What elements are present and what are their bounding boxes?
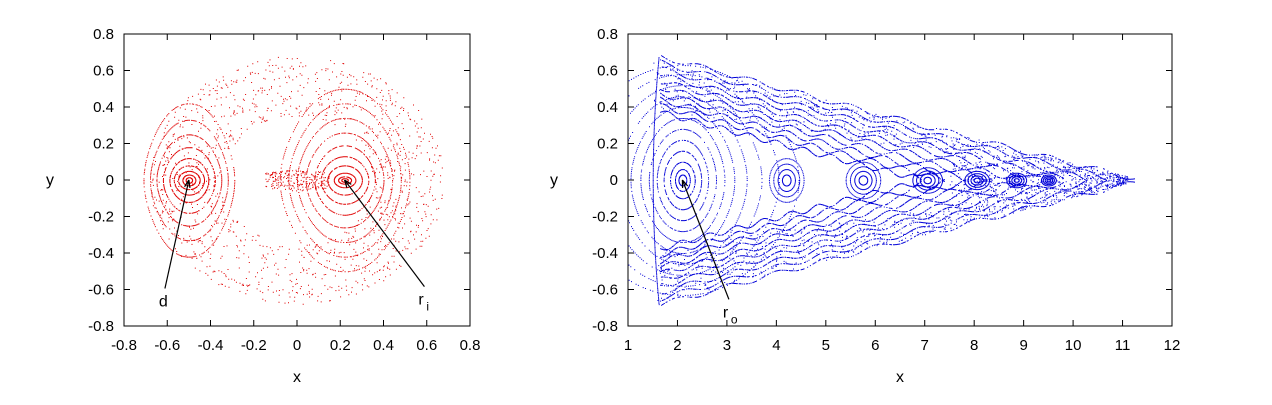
left-y-axis-label: y (46, 172, 54, 189)
annotation-arrow (164, 179, 190, 289)
x-tick-label: 3 (723, 337, 731, 354)
y-tick-label: -0.8 (592, 318, 618, 335)
left-x-axis-label: x (293, 369, 301, 386)
right-x-axis-label: x (896, 369, 904, 386)
x-tick-label: 0.8 (460, 337, 481, 354)
left-panel: -0.8 -0.6 -0.4 -0.2 0 0.2 0.4 0.6 0.8 -0.8 -0.6 -0.… (46, 26, 480, 386)
y-tick-label: -0.4 (88, 245, 114, 262)
x-tick-label: 7 (921, 337, 929, 354)
x-tick-label: -0.8 (111, 337, 137, 354)
y-tick-label: -0.6 (592, 282, 618, 299)
annotation-subscript: i (426, 300, 429, 314)
y-tick-label: 0 (610, 172, 618, 189)
annotation-arrowhead (681, 179, 689, 189)
annotation-label: r (723, 304, 729, 321)
y-tick-label: -0.4 (592, 245, 618, 262)
x-tick-label: 0.6 (416, 337, 437, 354)
y-tick-label: 0.2 (597, 136, 618, 153)
x-tick-label: -0.4 (198, 337, 224, 354)
annotation-arrowhead (344, 179, 352, 188)
x-tick-label: 2 (673, 337, 681, 354)
x-tick-label: 0.2 (330, 337, 351, 354)
x-tick-label: 0 (293, 337, 301, 354)
annotation-arrowhead (184, 179, 191, 189)
left-ticks: -0.8 -0.6 -0.4 -0.2 0 0.2 0.4 0.6 0.8 -0.8 -0.6 -0.… (88, 26, 480, 354)
x-tick-label: -0.6 (154, 337, 180, 354)
y-tick-label: 0.6 (93, 63, 114, 80)
annotation-subscript: o (731, 312, 738, 326)
annotation-label: d (159, 293, 168, 310)
x-tick-label: 4 (772, 337, 780, 354)
x-tick-label: 1 (624, 337, 632, 354)
x-tick-label: 11 (1115, 337, 1131, 354)
right-y-axis-label: y (550, 172, 558, 189)
x-tick-label: 8 (970, 337, 978, 354)
x-tick-label: 10 (1065, 337, 1082, 354)
annotation-arrow (681, 179, 730, 300)
right-panel: 1 2 3 4 5 6 7 8 9 10 11 12-0.8-0.6-0.4-0.200.20.40.… (550, 26, 1180, 386)
x-tick-label: 5 (822, 337, 830, 354)
y-tick-label: -0.2 (592, 209, 618, 226)
x-tick-label: 6 (871, 337, 879, 354)
annotation-label: r (418, 292, 424, 309)
right-ticks: 1 2 3 4 5 6 7 8 9 10 11 12-0.8-0.6-0.4-0.200.20.40.… (592, 26, 1180, 354)
x-tick-label: 12 (1164, 337, 1181, 354)
y-tick-label: 0.8 (597, 26, 618, 43)
y-tick-label: 0.4 (597, 99, 618, 116)
right-scatter-points (628, 55, 1135, 306)
y-tick-label: 0.2 (93, 136, 114, 153)
y-tick-label: 0.4 (93, 99, 114, 116)
x-tick-label: 9 (1019, 337, 1027, 354)
y-tick-label: 0.6 (597, 63, 618, 80)
y-tick-label: 0.8 (93, 26, 114, 43)
x-tick-label: 0.4 (373, 337, 394, 354)
annotation-arrow (344, 179, 425, 287)
y-tick-label: -0.8 (88, 318, 114, 335)
x-tick-label: -0.2 (241, 337, 267, 354)
y-tick-label: -0.6 (88, 282, 114, 299)
scatter-point-cloud (628, 55, 1135, 306)
y-tick-label: -0.2 (88, 209, 114, 226)
y-tick-label: 0 (106, 172, 114, 189)
